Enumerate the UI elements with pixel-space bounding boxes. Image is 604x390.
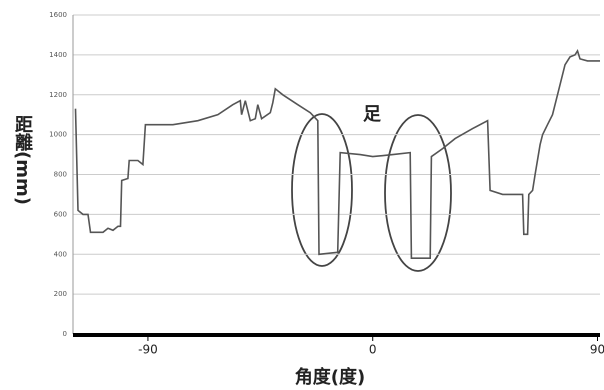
y-tick-label: 1000 xyxy=(49,131,67,139)
y-tick-label: 600 xyxy=(54,210,67,218)
y-tick-label: 1600 xyxy=(49,11,67,19)
y-tick-label: 0 xyxy=(63,330,67,338)
data-line xyxy=(74,48,600,259)
x-axis-label: 角度(度) xyxy=(295,366,365,388)
x-tick-label: 0 xyxy=(369,343,377,357)
x-tick-label: -90 xyxy=(138,343,158,357)
annotation: 足 xyxy=(363,104,381,125)
highlight-ellipse xyxy=(291,113,353,267)
x-tick-label: 90 xyxy=(590,343,604,357)
y-tick-label: 1400 xyxy=(49,51,67,59)
highlight-ellipse xyxy=(384,114,452,272)
y-tick-label: 1200 xyxy=(49,91,67,99)
y-tick-label: 400 xyxy=(54,250,67,258)
y-tick-label: 200 xyxy=(54,290,67,298)
y-axis-label: 距離(mm) xyxy=(12,115,33,205)
y-tick-label: 800 xyxy=(54,171,67,179)
